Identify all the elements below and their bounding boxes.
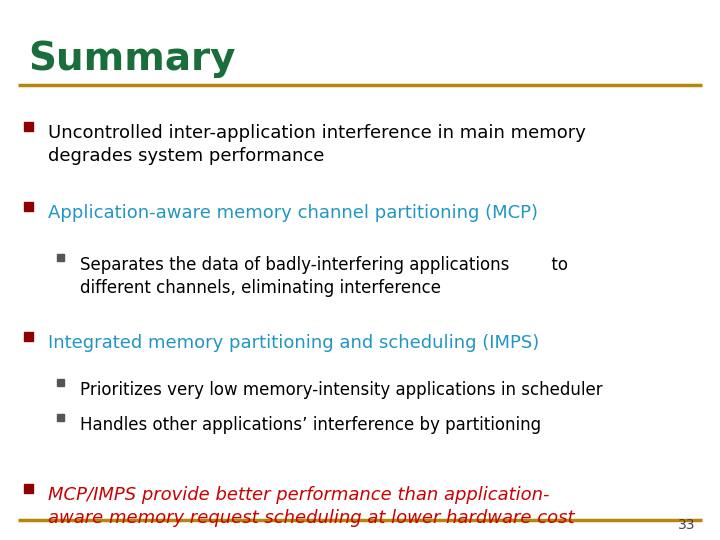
FancyBboxPatch shape	[24, 332, 32, 341]
FancyBboxPatch shape	[24, 122, 32, 131]
FancyBboxPatch shape	[24, 201, 32, 211]
Text: Uncontrolled inter-application interference in main memory
degrades system perfo: Uncontrolled inter-application interfere…	[48, 124, 586, 165]
FancyBboxPatch shape	[56, 414, 63, 421]
Text: Handles other applications’ interference by partitioning: Handles other applications’ interference…	[80, 416, 541, 434]
Text: Summary: Summary	[28, 40, 235, 78]
Text: Separates the data of badly-interfering applications        to
different channel: Separates the data of badly-interfering …	[80, 256, 568, 297]
FancyBboxPatch shape	[56, 379, 63, 386]
Text: Integrated memory partitioning and scheduling (IMPS): Integrated memory partitioning and sched…	[48, 334, 539, 352]
Text: MCP/IMPS provide better performance than application-
aware memory request sched: MCP/IMPS provide better performance than…	[48, 486, 575, 527]
Text: Prioritizes very low memory-intensity applications in scheduler: Prioritizes very low memory-intensity ap…	[80, 381, 603, 399]
FancyBboxPatch shape	[24, 483, 32, 492]
Text: 33: 33	[678, 518, 695, 532]
FancyBboxPatch shape	[56, 253, 63, 260]
Text: Application-aware memory channel partitioning (MCP): Application-aware memory channel partiti…	[48, 204, 538, 222]
